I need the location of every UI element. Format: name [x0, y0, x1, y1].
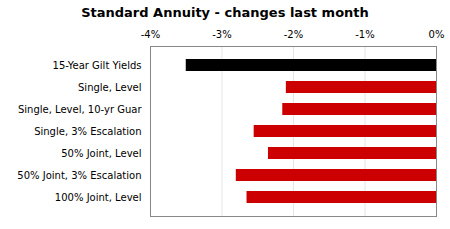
svg-text:-1%: -1% [355, 29, 374, 40]
svg-text:100% Joint, Level: 100% Joint, Level [55, 192, 142, 203]
svg-text:-3%: -3% [212, 29, 231, 40]
svg-text:-2%: -2% [284, 29, 303, 40]
svg-text:Single, 3% Escalation: Single, 3% Escalation [34, 126, 141, 137]
svg-text:50% Joint, 3% Escalation: 50% Joint, 3% Escalation [17, 170, 141, 181]
svg-text:0%: 0% [429, 29, 445, 40]
svg-text:Single, Level: Single, Level [78, 82, 142, 93]
svg-text:-4%: -4% [141, 29, 160, 40]
svg-text:15-Year Gilt Yields: 15-Year Gilt Yields [53, 60, 142, 71]
svg-text:Single, Level, 10-yr Guar: Single, Level, 10-yr Guar [18, 104, 142, 115]
html-text:Standard Annuity - changes las: Standard Annuity - changes last month [81, 5, 369, 20]
svg-text:50% Joint, Level: 50% Joint, Level [61, 148, 141, 159]
